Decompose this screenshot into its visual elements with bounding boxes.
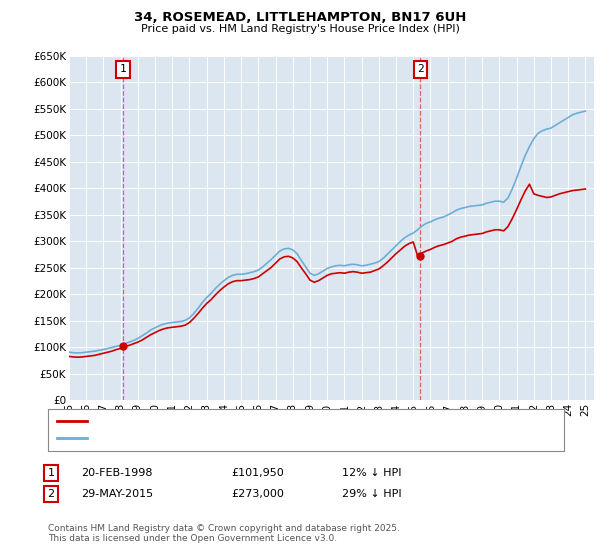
Text: 34, ROSEMEAD, LITTLEHAMPTON, BN17 6UH: 34, ROSEMEAD, LITTLEHAMPTON, BN17 6UH: [134, 11, 466, 24]
Text: 34, ROSEMEAD, LITTLEHAMPTON, BN17 6UH (detached house): 34, ROSEMEAD, LITTLEHAMPTON, BN17 6UH (d…: [93, 416, 419, 426]
Text: 29% ↓ HPI: 29% ↓ HPI: [342, 489, 401, 499]
Text: 29-MAY-2015: 29-MAY-2015: [81, 489, 153, 499]
Text: £273,000: £273,000: [231, 489, 284, 499]
Text: 2: 2: [47, 489, 55, 499]
Text: 12% ↓ HPI: 12% ↓ HPI: [342, 468, 401, 478]
Text: 20-FEB-1998: 20-FEB-1998: [81, 468, 152, 478]
Text: 1: 1: [47, 468, 55, 478]
Text: HPI: Average price, detached house, Arun: HPI: Average price, detached house, Arun: [93, 433, 311, 443]
Text: 2: 2: [417, 64, 424, 74]
Text: Contains HM Land Registry data © Crown copyright and database right 2025.
This d: Contains HM Land Registry data © Crown c…: [48, 524, 400, 543]
Text: Price paid vs. HM Land Registry's House Price Index (HPI): Price paid vs. HM Land Registry's House …: [140, 24, 460, 34]
Text: 1: 1: [119, 64, 126, 74]
Text: £101,950: £101,950: [231, 468, 284, 478]
